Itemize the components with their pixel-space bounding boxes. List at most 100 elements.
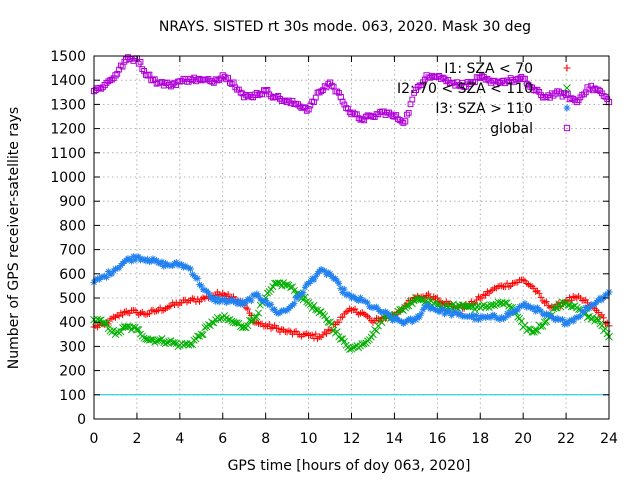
data-point-interp xyxy=(135,60,142,67)
marker-stroke xyxy=(216,77,223,83)
marker-stroke xyxy=(405,109,412,116)
marker-stroke xyxy=(289,97,296,104)
marker-stroke xyxy=(195,275,201,282)
marker-stroke xyxy=(117,62,124,69)
data-point-interp xyxy=(137,58,144,65)
data-point-interp xyxy=(389,317,396,324)
data-point-interp xyxy=(425,290,432,298)
marker-stroke xyxy=(575,305,583,313)
data-point-interp xyxy=(199,331,207,339)
data-point-interp xyxy=(550,92,557,99)
marker-stroke xyxy=(335,333,343,341)
data-point-interp xyxy=(255,92,262,99)
data-point-interp xyxy=(164,304,171,311)
data-point-interp xyxy=(360,340,368,348)
marker-stroke xyxy=(396,117,403,123)
data-point-interp xyxy=(582,89,589,96)
marker-stroke xyxy=(199,331,207,339)
marker-stroke xyxy=(146,71,153,78)
marker-stroke xyxy=(244,322,252,330)
marker-stroke xyxy=(421,298,429,306)
data-point-interp xyxy=(507,282,514,290)
marker-stroke xyxy=(117,328,125,336)
marker-stroke xyxy=(255,92,262,99)
marker-stroke xyxy=(142,71,149,78)
marker-stroke xyxy=(191,74,198,81)
data-point-interp xyxy=(495,78,502,85)
data-point-interp xyxy=(577,312,584,320)
marker-stroke xyxy=(517,317,525,325)
data-point-interp xyxy=(557,90,564,97)
marker-stroke xyxy=(261,298,267,305)
marker-stroke xyxy=(417,296,425,304)
marker-stroke xyxy=(99,319,107,327)
series-layer xyxy=(90,54,613,353)
marker-stroke xyxy=(508,309,514,315)
marker-stroke xyxy=(282,97,289,104)
data-point-interp xyxy=(539,322,547,330)
legend-marker xyxy=(563,124,571,132)
legend-label: I3: SZA > 110 xyxy=(435,101,533,117)
data-point-interp xyxy=(537,294,545,301)
data-point-interp xyxy=(325,269,332,276)
data-point-interp xyxy=(194,332,202,340)
marker-stroke xyxy=(218,75,224,82)
marker-stroke xyxy=(173,82,180,89)
marker-stroke xyxy=(491,77,498,84)
data-point-interp xyxy=(443,298,450,305)
marker-stroke xyxy=(400,321,406,327)
data-point-interp xyxy=(400,320,407,327)
marker-stroke xyxy=(430,73,437,80)
marker-stroke xyxy=(260,87,267,94)
data-point-interp xyxy=(345,105,351,112)
marker-stroke xyxy=(529,306,535,312)
data-point-interp xyxy=(300,104,307,111)
data-point-interp xyxy=(110,75,117,82)
marker-stroke xyxy=(235,319,243,328)
data-point-interp xyxy=(432,74,439,81)
marker-stroke xyxy=(577,313,583,319)
marker-stroke xyxy=(561,321,567,327)
data-point-interp xyxy=(593,86,600,93)
data-point-interp xyxy=(105,78,112,85)
data-point-interp xyxy=(321,312,329,320)
marker-stroke xyxy=(314,270,321,277)
data-point-interp xyxy=(307,102,314,109)
data-point-interp xyxy=(479,73,485,79)
marker-stroke xyxy=(150,255,156,262)
marker-stroke xyxy=(503,299,511,307)
marker-stroke xyxy=(457,83,464,90)
marker-stroke xyxy=(237,89,244,96)
marker-stroke xyxy=(274,279,282,287)
marker-stroke xyxy=(121,58,128,65)
data-point-interp xyxy=(523,80,530,87)
marker-stroke xyxy=(361,117,367,124)
data-point-interp xyxy=(400,120,407,126)
marker-stroke xyxy=(150,77,156,83)
data-point-interp xyxy=(418,82,425,89)
x-tick-label: 4 xyxy=(175,431,184,447)
marker-stroke xyxy=(135,60,142,67)
marker-stroke xyxy=(255,293,262,299)
data-point-interp xyxy=(475,316,482,323)
data-point-interp xyxy=(600,314,607,322)
data-point-interp xyxy=(163,339,171,347)
data-point-interp xyxy=(216,77,223,83)
data-point-interp xyxy=(314,335,321,342)
marker-stroke xyxy=(357,294,364,301)
marker-stroke xyxy=(438,76,444,82)
marker-stroke xyxy=(96,84,103,91)
marker-stroke xyxy=(343,105,350,111)
marker-stroke xyxy=(355,115,362,122)
data-point-interp xyxy=(485,289,493,297)
x-tick-label: 16 xyxy=(428,431,446,447)
marker-stroke xyxy=(586,86,593,93)
data-point-interp xyxy=(435,300,443,308)
data-point-interp xyxy=(318,88,325,95)
data-point-interp xyxy=(185,264,192,272)
marker-stroke xyxy=(373,304,380,310)
marker-stroke xyxy=(418,82,425,89)
marker-stroke xyxy=(516,75,523,82)
data-point-interp xyxy=(564,90,571,97)
data-point-interp xyxy=(475,74,482,81)
